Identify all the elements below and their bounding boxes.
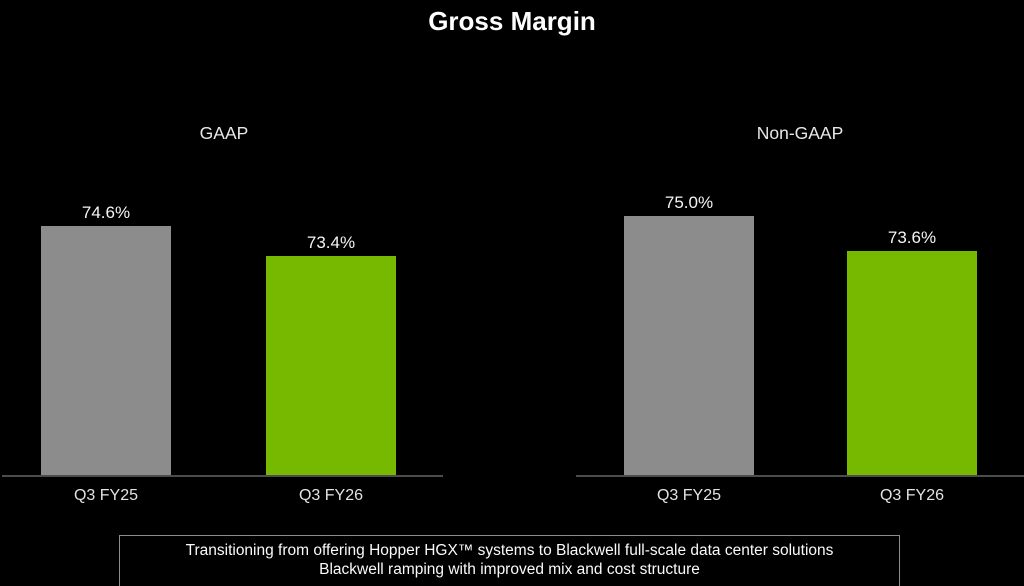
x-axis-gaap [2, 475, 443, 477]
bar-gaap-q3fy25 [41, 226, 171, 476]
bar-nongaap-q3fy25 [624, 216, 754, 476]
x-axis-non-gaap [576, 475, 1024, 477]
footnote-line-1: Transitioning from offering Hopper HGX™ … [185, 542, 834, 559]
bar-value-label: 75.0% [664, 193, 714, 212]
bar-group-gaap-q3fy26: 73.4% [266, 234, 396, 476]
bar-value-label: 74.6% [81, 203, 131, 222]
chart-title-non-gaap: Non-GAAP [756, 123, 844, 143]
bar-value-label: 73.6% [887, 228, 937, 247]
category-label-gaap-q3fy25: Q3 FY25 [73, 487, 139, 504]
category-label-nongaap-q3fy25: Q3 FY25 [656, 487, 722, 504]
bar-gaap-q3fy26 [266, 256, 396, 476]
bar-group-nongaap-q3fy25: 75.0% [624, 194, 754, 476]
bar-value-label: 73.4% [306, 233, 356, 252]
footnote-box: Transitioning from offering Hopper HGX™ … [119, 535, 900, 586]
bar-group-nongaap-q3fy26: 73.6% [847, 229, 977, 476]
chart-title-gaap: GAAP [199, 123, 249, 143]
bar-nongaap-q3fy26 [847, 251, 977, 476]
bar-group-gaap-q3fy25: 74.6% [41, 204, 171, 476]
category-label-nongaap-q3fy26: Q3 FY26 [879, 487, 945, 504]
page-title: Gross Margin [428, 6, 596, 36]
category-label-gaap-q3fy26: Q3 FY26 [298, 487, 364, 504]
footnote-line-2: Blackwell ramping with improved mix and … [319, 561, 700, 578]
